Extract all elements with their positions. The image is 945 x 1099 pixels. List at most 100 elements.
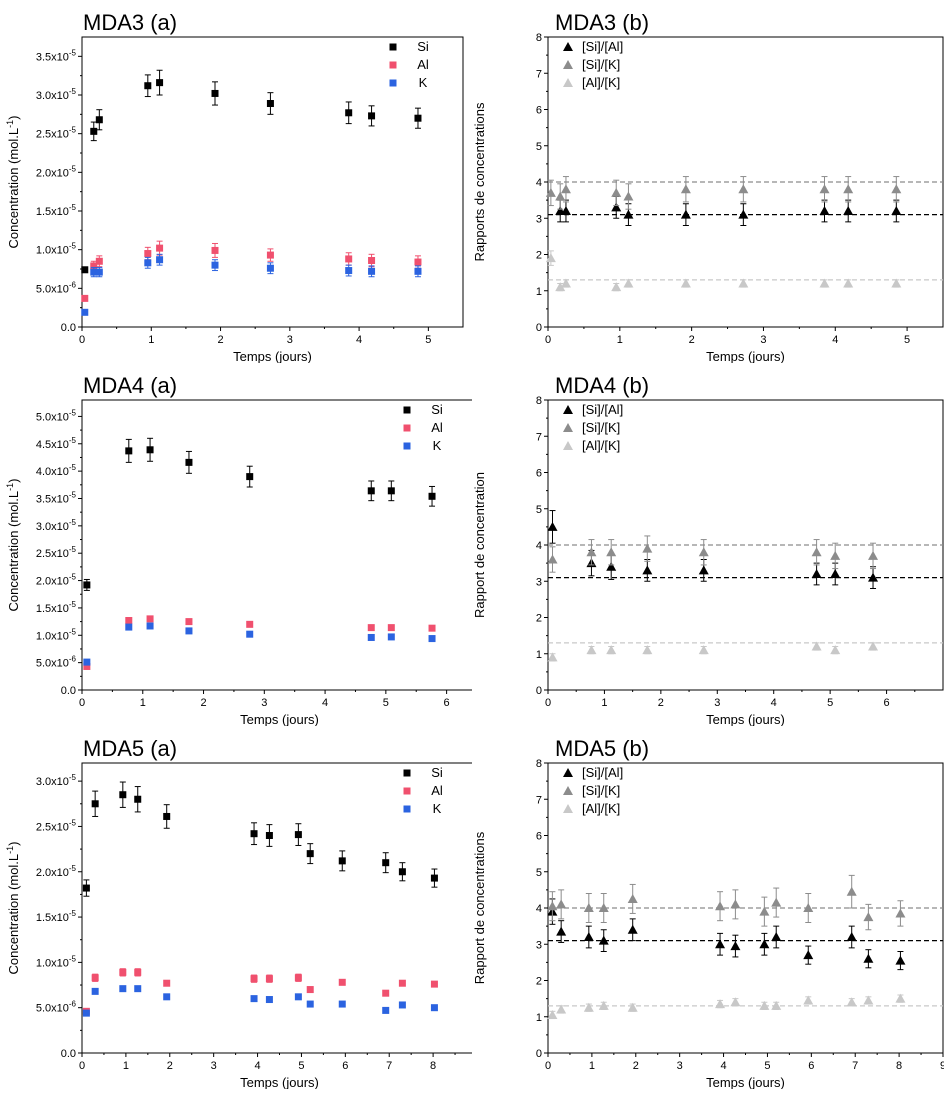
y-tick-label: 7 xyxy=(536,68,542,80)
data-point xyxy=(294,974,302,982)
data-point xyxy=(367,487,375,495)
x-tick-label: 5 xyxy=(827,697,833,709)
chart-mda3a: MDA3 (a) 0 1 2 3 4 5 0.0 5.0x10-6 1.0x10-5 1.5x10-… xyxy=(0,0,472,368)
y-tick-label: 5.0x10-6 xyxy=(36,280,77,295)
y-tick-label: 2 xyxy=(536,613,542,625)
series-sik xyxy=(545,176,902,210)
y-tick-label: 2.5x10-5 xyxy=(36,545,77,560)
y-tick-label: 4.5x10-5 xyxy=(36,436,77,451)
data-point xyxy=(95,116,103,124)
x-tick-label: 1 xyxy=(589,1060,595,1072)
x-tick-label: 4 xyxy=(832,334,838,346)
data-point xyxy=(134,968,142,976)
y-tick-label: 3 xyxy=(536,939,542,951)
x-axis-label: Temps (jours) xyxy=(706,349,785,363)
series-si xyxy=(81,69,422,274)
data-point xyxy=(547,652,558,662)
data-point xyxy=(345,255,353,263)
series-k xyxy=(83,622,436,666)
series-k xyxy=(82,985,438,1017)
data-point xyxy=(294,993,302,1001)
legend-label: [Al]/[K] xyxy=(582,438,620,453)
data-point xyxy=(368,112,376,120)
data-point xyxy=(156,256,164,264)
chart-mda4b: MDA4 (b) 0 1 2 3 4 5 6 0 1 2 3 4 5 6 7 8 Temps (jours) Rap… xyxy=(472,363,944,731)
y-tick-label: 1.0x10-5 xyxy=(36,954,77,969)
data-point xyxy=(759,1000,770,1010)
legend-label: [Si]/[Al] xyxy=(582,402,623,417)
plot-frame xyxy=(81,762,478,1054)
data-point xyxy=(211,89,219,97)
chart-title: MDA3 (b) xyxy=(555,10,649,35)
series-sik xyxy=(547,874,906,931)
legend: [Si]/[Al] [Si]/[K] [Al]/[K] xyxy=(563,765,623,816)
data-point xyxy=(730,997,741,1007)
data-point xyxy=(895,955,906,965)
data-point xyxy=(250,975,258,983)
data-point xyxy=(698,645,709,655)
data-point xyxy=(583,932,594,941)
data-point xyxy=(83,581,91,589)
data-point xyxy=(642,543,653,553)
legend-label: Al xyxy=(431,783,443,798)
data-point xyxy=(771,932,782,941)
data-point xyxy=(306,1000,314,1008)
y-tick-label: 0 xyxy=(536,685,542,697)
x-tick-label: 5 xyxy=(425,334,431,346)
data-point xyxy=(368,256,376,264)
legend-marker xyxy=(563,441,573,450)
y-tick-label: 1 xyxy=(536,649,542,661)
data-point xyxy=(891,184,902,194)
data-point xyxy=(430,874,438,882)
x-tick-label: 0 xyxy=(79,334,85,346)
y-axis-label: Concentration (mol.L-1) xyxy=(5,841,21,974)
y-axis-label: Rapports de concentrations xyxy=(472,102,487,261)
data-point xyxy=(91,987,99,995)
data-point xyxy=(430,1004,438,1012)
data-point xyxy=(134,795,142,803)
x-tick-label: 7 xyxy=(386,1060,392,1072)
legend-marker xyxy=(389,43,397,51)
y-tick-label: 3.5x10-5 xyxy=(36,490,77,505)
data-point xyxy=(611,187,622,197)
x-axis-label: Temps (jours) xyxy=(706,1075,785,1089)
data-point xyxy=(598,1000,609,1010)
data-point xyxy=(811,547,822,557)
chart-svg: MDA3 (a) 0 1 2 3 4 5 0.0 5.0x10-6 1.0x10-5 1.5x10-… xyxy=(5,10,464,364)
data-point xyxy=(730,899,741,909)
data-point xyxy=(556,926,567,936)
data-point xyxy=(414,258,422,266)
data-point xyxy=(606,547,617,557)
legend-label: [Al]/[K] xyxy=(582,801,620,816)
data-point xyxy=(387,624,395,632)
data-point xyxy=(294,831,302,839)
y-tick-label: 5 xyxy=(536,867,542,879)
data-point xyxy=(680,278,691,288)
data-point xyxy=(211,261,219,269)
data-point xyxy=(125,623,133,631)
y-tick-label: 4 xyxy=(536,903,542,915)
y-tick-label: 1 xyxy=(536,1012,542,1024)
x-tick-label: 1 xyxy=(123,1060,129,1072)
data-point xyxy=(382,859,390,867)
y-tick-label: 3.0x10-5 xyxy=(36,87,77,102)
data-point xyxy=(598,935,609,945)
data-point xyxy=(414,114,422,122)
legend-marker xyxy=(403,442,411,450)
legend-label: K xyxy=(419,75,428,90)
data-point xyxy=(146,622,154,630)
data-point xyxy=(306,986,314,994)
x-tick-label: 4 xyxy=(356,334,362,346)
data-point xyxy=(586,645,597,655)
data-point xyxy=(119,968,127,976)
x-tick-label: 5 xyxy=(764,1060,770,1072)
data-point xyxy=(82,1009,90,1017)
data-point xyxy=(398,979,406,987)
y-tick-label: 3.5x10-5 xyxy=(36,48,77,63)
legend-marker xyxy=(403,406,411,414)
chart-mda3b: MDA3 (b) 0 1 2 3 4 5 0 1 2 3 4 5 6 7 8 Temps (jours) Rapp… xyxy=(472,0,944,368)
data-point xyxy=(185,627,193,635)
data-point xyxy=(185,458,193,466)
x-tick-label: 2 xyxy=(167,1060,173,1072)
x-tick-label: 3 xyxy=(287,334,293,346)
